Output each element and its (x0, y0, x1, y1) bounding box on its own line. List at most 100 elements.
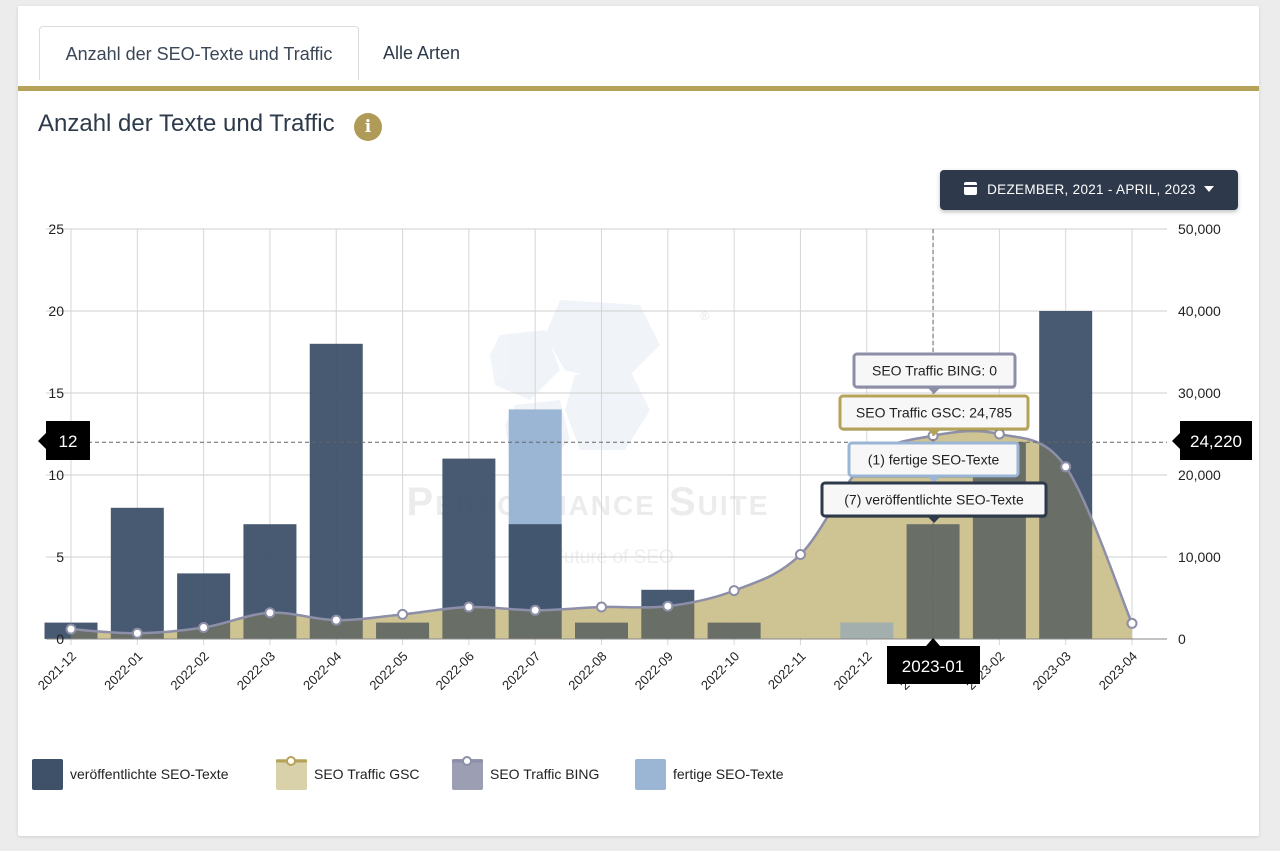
x-tick-label: 2022-07 (499, 649, 543, 693)
published-texts-bar (575, 622, 628, 639)
date-range-label: DEZEMBER, 2021 - APRIL, 2023 (987, 182, 1196, 197)
tooltip-finished-group: (1) fertige SEO-Texte (847, 441, 1020, 483)
legend-item[interactable]: SEO Traffic BING (452, 756, 599, 790)
info-icon[interactable]: i (354, 113, 382, 141)
tooltip-published-group: (7) veröffentlichte SEO-Texte (820, 481, 1048, 523)
traffic-point (397, 608, 409, 620)
y-left-tick-label: 10 (48, 467, 64, 483)
x-tick-label: 2023-04 (1096, 649, 1140, 693)
x-tick-label: 2022-03 (234, 649, 278, 693)
traffic-point (662, 600, 674, 612)
crosshair-left-label-arrow (38, 433, 46, 449)
caret-down-icon (1203, 186, 1214, 192)
tooltip-bing-arrow (927, 387, 941, 394)
published-texts-bar (641, 589, 695, 639)
tooltip-bing-group: SEO Traffic BING: 0 (852, 352, 1017, 394)
date-range-button[interactable]: DEZEMBER, 2021 - APRIL, 2023 (940, 170, 1238, 210)
published-texts-bar (309, 343, 363, 639)
tooltip-bing: SEO Traffic BING: 0 (872, 363, 997, 379)
published-texts-bar (376, 622, 430, 639)
x-tick-label: 2021-12 (35, 649, 79, 693)
legend-label: veröffentlichte SEO-Texte (70, 766, 229, 782)
y-right-tick-label: 40,000 (1178, 303, 1221, 319)
published-texts-bar (243, 524, 297, 639)
calendar-icon (964, 182, 978, 195)
traffic-point (65, 623, 77, 635)
x-tick-label: 2022-11 (765, 649, 809, 693)
y-right-tick-label: 30,000 (1178, 385, 1221, 401)
x-tick-label: 2022-06 (433, 649, 477, 693)
x-tick-label: 2022-12 (831, 649, 875, 693)
traffic-point (131, 627, 143, 639)
tooltip-gsc-group: SEO Traffic GSC: 24,785 (838, 394, 1030, 436)
legend-label: fertige SEO-Texte (673, 766, 784, 782)
y-left-tick-label: 5 (56, 549, 64, 565)
published-texts-bar (110, 507, 164, 639)
legend-swatch-marker (286, 756, 296, 766)
crosshair-x-label: 2023-01 (902, 657, 964, 676)
legend-item[interactable]: SEO Traffic GSC (276, 756, 420, 790)
legend-item[interactable]: veröffentlichte SEO-Texte (32, 759, 229, 790)
traffic-point (198, 622, 210, 634)
tab-all-types[interactable]: Alle Arten (383, 43, 461, 63)
traffic-point (794, 549, 806, 561)
x-tick-label: 2023-03 (1029, 649, 1073, 693)
published-texts-bar (1039, 311, 1093, 639)
legend-swatch (452, 759, 483, 790)
traffic-point (264, 607, 276, 619)
watermark-shape (565, 370, 650, 450)
tooltip-gsc-arrow (927, 429, 941, 436)
legend-label: SEO Traffic BING (490, 766, 599, 782)
finished-texts-bar (840, 622, 894, 639)
y-left-tick-label: 15 (48, 385, 64, 401)
crosshair-right-label-box (1180, 421, 1252, 460)
legend-swatch (635, 759, 666, 790)
y-right-tick-label: 50,000 (1178, 221, 1221, 237)
traffic-point (529, 604, 541, 616)
tooltip-finished: (1) fertige SEO-Texte (868, 452, 1000, 468)
tooltip-finished-arrow (927, 476, 941, 483)
legend-item[interactable]: fertige SEO-Texte (635, 759, 784, 790)
traffic-point (728, 585, 740, 597)
legend-swatch (276, 759, 307, 790)
traffic-point (463, 601, 475, 613)
tooltip-published-arrow (927, 516, 941, 523)
tab-seo-texts-traffic[interactable]: Anzahl der SEO-Texte und Traffic (39, 26, 359, 80)
published-texts-bar (707, 622, 761, 639)
traffic-point (1126, 617, 1138, 629)
legend-swatch-marker (462, 756, 472, 766)
x-tick-label: 2022-08 (565, 649, 609, 693)
watermark-shape (545, 300, 660, 385)
crosshair-left-label-box (46, 421, 90, 460)
tooltip-gsc: SEO Traffic GSC: 24,785 (856, 405, 1012, 421)
y-left-tick-label: 20 (48, 303, 64, 319)
x-tick-label: 2022-10 (698, 649, 742, 693)
watermark-shape (490, 330, 560, 400)
legend-label: SEO Traffic GSC (314, 766, 420, 782)
traffic-point (1060, 461, 1072, 473)
tab-bar: Anzahl der SEO-Texte und Traffic Alle Ar… (18, 6, 1259, 91)
tooltip-published: (7) veröffentlichte SEO-Texte (844, 492, 1024, 508)
legend-swatch (32, 759, 63, 790)
x-tick-label: 2022-02 (167, 649, 211, 693)
crosshair-left-label: 12 (59, 432, 78, 451)
y-right-tick-label: 10,000 (1178, 549, 1221, 565)
crosshair-x-label-box (887, 646, 980, 684)
crosshair-right-label: 24,220 (1190, 432, 1242, 451)
x-tick-label: 2022-05 (366, 649, 410, 693)
y-left-tick-label: 25 (48, 221, 64, 237)
x-tick-label: 2022-04 (300, 649, 344, 693)
watermark-registered: ® (700, 309, 709, 323)
x-tick-label: 2022-09 (632, 649, 676, 693)
traffic-point (596, 601, 607, 613)
x-tick-label: 2022-01 (101, 649, 145, 693)
traffic-point (330, 614, 342, 626)
published-texts-bar (508, 524, 562, 639)
crosshair-right-label-arrow (1172, 433, 1180, 449)
bing-traffic-line (70, 429, 1134, 635)
y-right-tick-label: 0 (1178, 631, 1186, 647)
y-right-tick-label: 20,000 (1178, 467, 1221, 483)
section-title: Anzahl der Texte und Traffic (38, 110, 335, 137)
y-left-tick-label: 0 (56, 631, 64, 647)
